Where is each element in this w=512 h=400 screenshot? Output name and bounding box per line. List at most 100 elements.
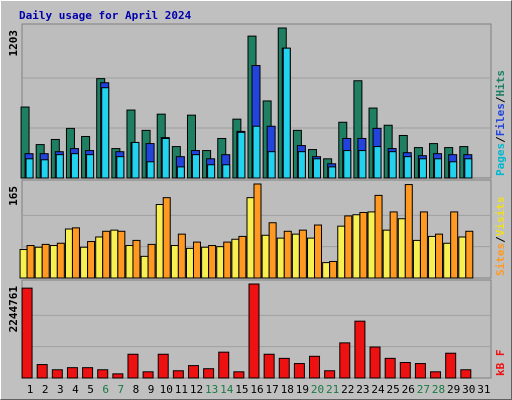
bar [403,156,412,179]
bar [238,235,247,279]
chart-title: Daily usage for April 2024 [19,9,192,22]
bar [87,241,96,279]
bar [237,131,246,179]
x-tick-label: 31 [477,383,490,396]
legend-entry: Hits [494,70,507,97]
bar [192,241,201,279]
bar [170,245,179,279]
bar [465,230,474,279]
legend-entry: Files [494,103,507,136]
bar [125,245,134,279]
bar [191,154,200,179]
legend-entry: kB F [494,350,507,377]
x-tick-label: 18 [281,383,294,396]
bar [36,364,48,379]
bar [162,197,171,279]
bar [131,141,140,179]
bar [176,166,185,179]
bar [373,146,382,179]
bar [328,166,337,179]
legend-entry: Pages [494,143,507,176]
legend-separator: / [494,236,507,243]
bar [307,237,316,279]
bar [443,242,452,279]
x-tick-label: 3 [57,383,64,396]
bar [34,246,43,279]
bar [102,230,111,279]
legend: Pages/Files/Hits [494,70,507,176]
bar [263,353,275,379]
bar [21,287,33,379]
bar [161,137,170,179]
bar [276,237,285,279]
bar [146,161,155,179]
bar [428,235,437,279]
bar [223,241,232,279]
x-tick-label: 30 [462,383,475,396]
x-tick-label: 28 [432,383,445,396]
bar [116,156,125,179]
bar [449,161,458,179]
bar [464,158,473,179]
bar [283,230,292,279]
bar [450,211,459,279]
bar [399,362,411,379]
bar [216,246,225,279]
bar [374,194,383,279]
bar [367,211,376,279]
bar [389,211,398,279]
bar [112,373,124,379]
bar [252,125,261,179]
bar [384,357,396,379]
bar [233,371,245,379]
x-tick-label: 14 [220,383,234,396]
bar [337,225,346,279]
x-tick-label: 12 [190,383,203,396]
bar [222,164,231,179]
x-tick-label: 11 [175,383,188,396]
bar [314,224,323,279]
bar [344,215,353,279]
bar [282,47,291,179]
bar [127,353,139,379]
bar [55,154,64,179]
bar [80,246,89,279]
bar [298,229,307,279]
bar [207,164,216,179]
bar [445,352,457,379]
x-tick-label: 6 [102,383,109,396]
x-tick-label: 8 [133,383,140,396]
bar [208,245,217,279]
bar [132,239,141,279]
bar [140,255,149,279]
bar [110,229,119,279]
x-tick-label: 5 [87,383,94,396]
bar [177,233,186,279]
legend-entry: Visits [494,197,507,237]
bar [322,262,331,279]
bar [358,150,367,179]
bar [40,159,49,179]
bar [187,365,199,379]
bar [185,247,194,279]
bar [97,369,109,379]
bar [359,211,368,279]
bar [324,370,336,379]
bar [95,236,104,279]
y-tick-label: 2244761 [7,286,20,333]
x-tick-label: 1 [27,383,34,396]
x-tick-label: 25 [387,383,400,396]
x-tick-label: 16 [250,383,263,396]
bar [26,245,35,279]
bar [412,239,421,279]
x-tick-label: 24 [371,383,385,396]
bar [248,283,260,379]
bar [309,355,321,379]
bar [329,260,338,279]
x-tick-label: 7 [118,383,125,396]
bar [203,368,215,379]
y-tick-label: 1203 [7,30,20,57]
x-tick-label: 23 [356,383,369,396]
x-tick-label: 10 [160,383,173,396]
